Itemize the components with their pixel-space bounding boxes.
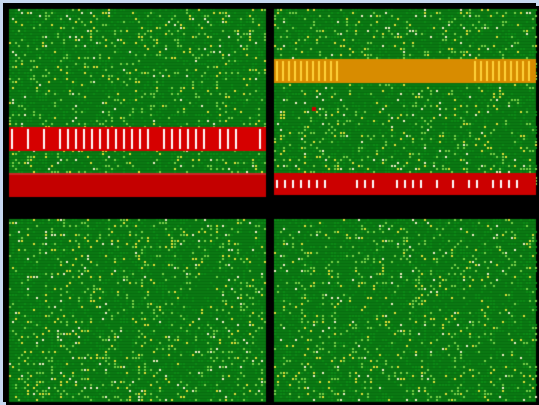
mosaic-image	[6, 6, 539, 405]
heatmap-canvas	[6, 6, 539, 405]
